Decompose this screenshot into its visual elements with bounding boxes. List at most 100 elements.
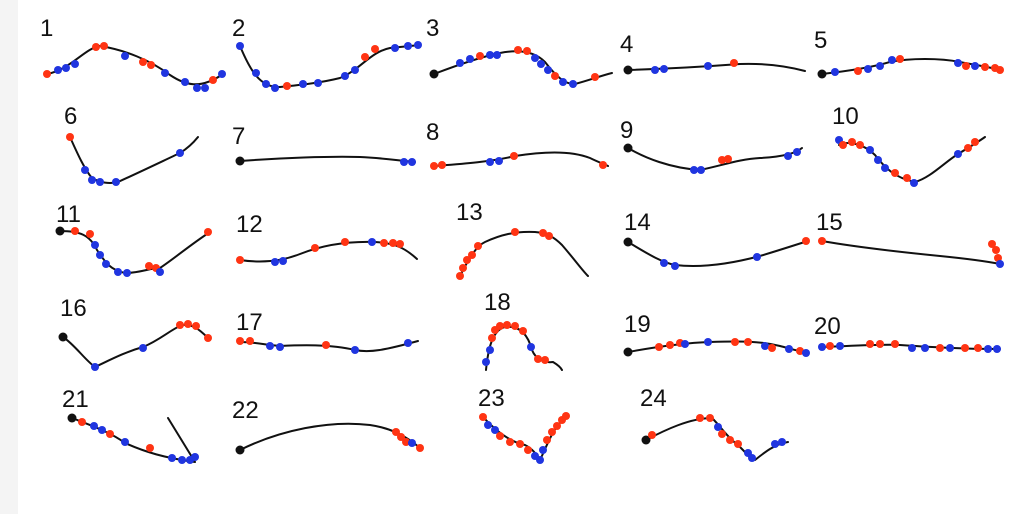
- start-marker: [55, 226, 65, 236]
- red-sample-dot: [66, 133, 74, 141]
- red-sample-dot: [236, 256, 244, 264]
- red-sample-dot: [341, 238, 349, 246]
- trial-22: 22: [232, 397, 421, 451]
- red-sample-dot: [936, 344, 944, 352]
- blue-sample-dot: [874, 156, 882, 164]
- trial-12: 12: [236, 211, 418, 263]
- blue-sample-dot: [491, 426, 499, 434]
- red-sample-dot: [562, 412, 570, 420]
- blue-sample-dot: [569, 80, 577, 88]
- blue-sample-dot: [831, 68, 839, 76]
- blue-sample-dot: [191, 453, 199, 461]
- blue-sample-dot: [971, 62, 979, 70]
- blue-sample-dot: [404, 339, 412, 347]
- red-sample-dot: [456, 272, 464, 280]
- blue-sample-dot: [544, 66, 552, 74]
- red-sample-dot: [896, 55, 904, 63]
- trial-label: 8: [426, 119, 439, 146]
- blue-sample-dot: [91, 241, 99, 249]
- blue-sample-dot: [400, 158, 408, 166]
- trial-label: 16: [60, 295, 87, 322]
- trial-label: 21: [62, 386, 89, 413]
- trajectory-path: [627, 147, 803, 171]
- blue-sample-dot: [660, 65, 668, 73]
- red-sample-dot: [730, 59, 738, 67]
- red-sample-dot: [389, 239, 397, 247]
- red-sample-dot: [503, 321, 511, 329]
- start-marker: [623, 237, 633, 247]
- red-sample-dot: [397, 433, 405, 441]
- red-sample-dot: [802, 237, 810, 245]
- red-sample-dot: [100, 42, 108, 50]
- red-sample-dot: [402, 438, 410, 446]
- trial-label: 17: [236, 309, 263, 336]
- blue-sample-dot: [681, 340, 689, 348]
- trajectory-path: [239, 340, 419, 353]
- red-sample-dot: [768, 344, 776, 352]
- blue-sample-dot: [252, 69, 260, 77]
- red-sample-dot: [553, 422, 561, 430]
- blue-sample-dot: [391, 44, 399, 52]
- trajectory-path: [69, 136, 199, 184]
- red-sample-dot: [361, 53, 369, 61]
- trial-17: 17: [236, 309, 419, 353]
- blue-sample-dot: [536, 456, 544, 464]
- red-sample-dot: [545, 232, 553, 240]
- red-sample-dot: [981, 63, 989, 71]
- red-sample-dot: [891, 340, 899, 348]
- red-sample-dot: [204, 228, 212, 236]
- trial-label: 2: [232, 15, 245, 42]
- trial-4: 4: [620, 31, 806, 72]
- blue-sample-dot: [341, 72, 349, 80]
- blue-sample-dot: [946, 344, 954, 352]
- trial-24: 24: [640, 385, 789, 461]
- trial-label: 15: [816, 209, 843, 236]
- blue-sample-dot: [404, 42, 412, 50]
- red-sample-dot: [599, 161, 607, 169]
- trial-label: 13: [456, 199, 483, 226]
- red-sample-dot: [236, 337, 244, 345]
- blue-sample-dot: [802, 349, 810, 357]
- start-marker: [623, 143, 633, 153]
- blue-sample-dot: [408, 439, 416, 447]
- red-sample-dot: [839, 141, 847, 149]
- trial-11: 11: [56, 201, 211, 274]
- trajectory-path: [239, 422, 421, 451]
- red-sample-dot: [71, 227, 79, 235]
- red-sample-dot: [731, 338, 739, 346]
- trial-label: 19: [624, 311, 651, 338]
- red-sample-dot: [438, 161, 446, 169]
- red-sample-dot: [734, 440, 742, 448]
- trial-7: 7: [232, 123, 416, 163]
- blue-sample-dot: [181, 78, 189, 86]
- sample-dots: [43, 41, 1004, 464]
- blue-sample-dot: [784, 152, 792, 160]
- red-sample-dot: [541, 356, 549, 364]
- red-sample-dot: [145, 262, 153, 270]
- start-marker: [67, 413, 77, 423]
- blue-sample-dot: [486, 346, 494, 354]
- red-sample-dot: [396, 240, 404, 248]
- red-sample-dot: [476, 52, 484, 60]
- blue-sample-dot: [178, 456, 186, 464]
- blue-sample-dot: [91, 363, 99, 371]
- blue-sample-dot: [266, 342, 274, 350]
- trajectory-path: [821, 343, 1001, 350]
- red-sample-dot: [516, 440, 524, 448]
- blue-sample-dot: [262, 80, 270, 88]
- red-sample-dot: [139, 58, 147, 66]
- trajectory-path: [433, 50, 613, 86]
- trajectory-path: [62, 323, 209, 368]
- red-sample-dot: [706, 414, 714, 422]
- trial-19: 19: [624, 311, 809, 354]
- start-marker: [623, 65, 633, 75]
- red-sample-dot: [548, 428, 556, 436]
- red-sample-dot: [106, 430, 114, 438]
- red-sample-dot: [246, 337, 254, 345]
- trial-13: 13: [456, 199, 589, 277]
- trial-label: 5: [814, 27, 827, 54]
- trajectory-path: [627, 340, 809, 354]
- trial-label: 6: [64, 103, 77, 130]
- blue-sample-dot: [753, 253, 761, 261]
- red-sample-dot: [474, 242, 482, 250]
